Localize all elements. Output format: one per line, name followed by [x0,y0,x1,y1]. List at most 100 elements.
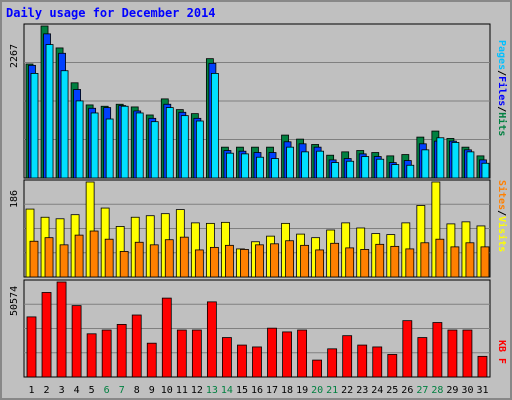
sites-bar [119,251,129,278]
day-tick-label: 14 [221,385,233,396]
pages-bar [346,160,355,179]
pages-bar [150,121,159,179]
kbytes-bar [327,348,338,378]
pages-bar [120,105,129,179]
day-tick-label: 13 [206,385,218,396]
kbytes-bar [297,329,307,378]
pages-bar [165,107,174,179]
sites-bar [465,242,475,278]
day-tick-label: 9 [149,385,155,396]
pages-bar [286,146,294,179]
day-tick-label: 18 [281,385,293,396]
kbytes-bar [176,329,187,378]
kbytes-bar [462,329,473,378]
pages-bar [210,73,219,179]
kbytes-bar [146,342,157,378]
sites-bar [194,249,204,278]
sites-bar [149,244,159,278]
day-tick-label: 10 [161,385,173,396]
kbytes-bar [252,346,262,378]
sites-bar [74,234,84,278]
kbytes-bar [267,327,277,378]
kbytes-bar [116,324,127,378]
sites-bar [29,240,39,278]
pages-bar [45,44,54,179]
sites-bar [435,238,445,278]
kbytes-bar [206,301,217,378]
kbytes-bar [342,335,353,378]
sites-bar [480,246,490,278]
pages-bar [481,162,490,179]
kbytes-bar [447,329,458,378]
kbytes-bar [387,354,398,378]
sites-bar [104,238,114,278]
day-tick-label: 11 [176,385,188,396]
sites-bar [240,249,249,278]
day-tick-label: 26 [401,385,413,396]
sites-bar [420,242,430,278]
pages-bar [421,149,430,179]
pages-bar [271,158,279,179]
day-tick-label: 12 [191,385,203,396]
sites-bar [209,246,219,278]
sites-bar [390,245,400,278]
pages-bar [391,164,400,179]
sites-bar [89,230,99,278]
kbytes-bar [26,316,37,378]
sites-bar [44,237,54,278]
pages-bar [75,100,84,179]
kbytes-bar [312,359,323,378]
day-tick-label: 2 [44,385,50,396]
pages-bar [406,164,415,179]
kbytes-bar [237,344,247,378]
day-tick-label: 6 [104,385,110,396]
kbytes-bar [417,337,428,378]
day-tick-label: 7 [119,385,125,396]
day-tick-label: 28 [431,385,443,396]
kbytes-bar [222,337,232,378]
sites-bar [134,241,144,278]
pages-bar [30,73,39,179]
day-tick-label: 5 [89,385,95,396]
pages-bar [301,151,309,179]
sites-bar [450,246,460,278]
pages-bar [451,142,460,179]
sites-bar [164,239,174,278]
day-tick-label: 30 [461,385,473,396]
kbytes-bar [131,314,142,378]
pages-bar [331,162,340,179]
kbytes-bar [101,329,112,378]
day-tick-label: 20 [311,385,323,396]
day-tick-label: 17 [266,385,278,396]
kbytes-bar [372,346,383,378]
day-tick-label: 29 [446,385,458,396]
pages-bar [60,70,69,179]
sites-bar [225,244,234,278]
kbytes-bar [56,281,67,378]
day-tick-label: 4 [74,385,80,396]
sites-bar [315,249,325,278]
day-tick-label: 22 [341,385,353,396]
day-tick-label: 25 [386,385,398,396]
day-tick-label: 24 [371,385,383,396]
kbytes-bar [41,292,52,378]
day-tick-label: 3 [59,385,65,396]
sites-bar [179,236,189,278]
pages-bar [256,156,264,179]
sites-bar [405,248,415,278]
kbytes-bar [191,329,202,378]
pages-bar [90,112,99,179]
day-tick-label: 21 [326,385,338,396]
sites-bar [270,243,279,278]
pages-bar [376,158,385,179]
pages-bar [361,156,370,179]
kbytes-bar [282,331,292,378]
kbytes-bar [477,355,488,378]
pages-bar [135,112,144,179]
sites-bar [360,249,370,278]
chart-title: Daily usage for December 2014 [6,6,216,20]
sites-bar [300,244,309,278]
pages-bar [105,118,114,179]
sites-bar [285,240,294,278]
